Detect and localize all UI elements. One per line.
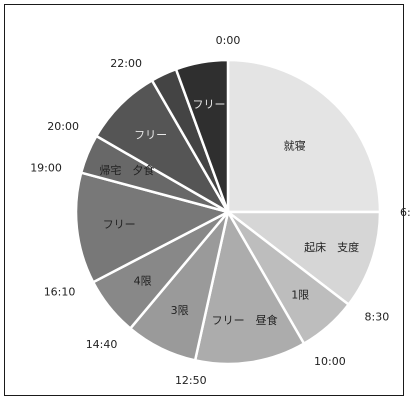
pie-slice [174, 58, 230, 213]
pie-slice-label: 就寝 [284, 138, 306, 152]
time-tick-label: 12:50 [175, 374, 207, 387]
time-tick-label: 6:00 [400, 206, 410, 219]
time-tick-label: 22:00 [110, 57, 142, 70]
pie-slice-label: フリー 昼食 [212, 313, 278, 327]
pie-time-labels: 0:00 6:00 8:30 10:00 12:50 14:40 16:10 19:00 20:… [30, 34, 410, 387]
pie-slice [74, 171, 232, 284]
pie-slice [224, 210, 382, 307]
pie-slices [74, 58, 382, 366]
time-tick-label: 8:30 [365, 311, 390, 324]
pie-slice-label: フリー [103, 218, 136, 231]
pie-slice-label: フリー [193, 98, 226, 111]
pie-slice [193, 208, 306, 366]
pie-slice-label: 3限 [171, 304, 189, 317]
time-tick-label: 16:10 [44, 285, 76, 298]
pie-slice-label: フリー [134, 129, 167, 142]
time-tick-label: 10:00 [314, 355, 346, 368]
time-tick-label: 0:00 [216, 34, 241, 47]
pie-slice-label: 帰宅 夕食 [99, 163, 154, 177]
pie-slice [226, 58, 382, 214]
pie-slice-label: 起床 支度 [304, 240, 359, 254]
time-tick-label: 14:40 [86, 338, 118, 351]
pie-slice-label: 4限 [134, 275, 152, 288]
pie-slice-label: 1限 [291, 288, 309, 301]
time-tick-label: 19:00 [30, 162, 62, 175]
time-tick-label: 20:00 [47, 120, 79, 133]
